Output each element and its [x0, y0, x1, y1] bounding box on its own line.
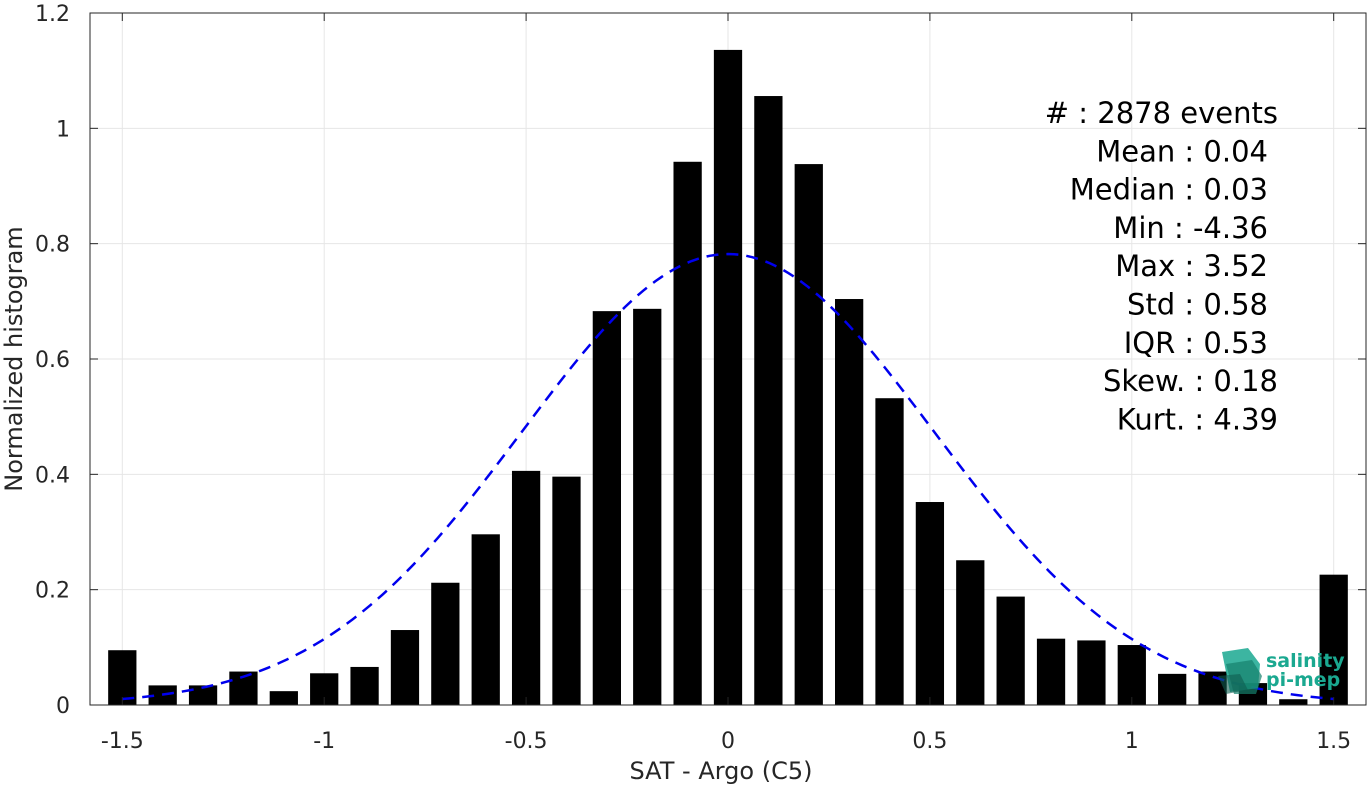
logo-text-line1: salinity: [1266, 650, 1345, 672]
histogram-bar: [713, 49, 743, 705]
stat-line: IQR : 0.53: [1124, 326, 1268, 360]
histogram-bar: [1036, 638, 1066, 705]
histogram-bar: [875, 398, 904, 705]
histogram-bar: [754, 96, 783, 706]
y-tick-label: 1: [56, 117, 70, 142]
y-tick-label: 0.8: [35, 233, 70, 258]
x-tick-label: 0.5: [912, 729, 947, 754]
histogram-bar: [269, 691, 298, 705]
histogram-bar: [1279, 699, 1308, 705]
logo-text-line2: pi-mep: [1266, 669, 1340, 691]
histogram-bar: [835, 299, 864, 705]
histogram-bar: [471, 534, 500, 705]
x-tick-label: 1.5: [1316, 729, 1351, 754]
stat-line: Std : 0.58: [1127, 288, 1268, 322]
wave-logo-icon: [1218, 648, 1262, 694]
histogram-bar: [108, 650, 137, 705]
stat-line: Mean : 0.04: [1096, 134, 1268, 168]
x-tick-label: 0: [721, 729, 735, 754]
stat-line: Skew. : 0.18: [1103, 364, 1278, 398]
histogram-bar: [673, 161, 702, 705]
y-axis-label: Normalized histogram: [0, 226, 28, 491]
y-tick-label: 0: [56, 694, 70, 719]
salinity-pi-mep-logo: salinity pi-mep: [1218, 648, 1345, 694]
histogram-bar: [633, 308, 662, 705]
histogram-bar: [956, 560, 985, 705]
histogram-bar: [511, 470, 541, 705]
x-axis-label: SAT - Argo (C5): [630, 757, 813, 785]
y-tick-label: 0.2: [35, 579, 70, 604]
stat-line: Kurt. : 4.39: [1117, 402, 1278, 436]
histogram-bar: [1117, 645, 1146, 705]
x-tick-label: 1: [1125, 729, 1139, 754]
gaussian-fit-curve: [122, 252, 1334, 701]
histogram-bars: [108, 49, 1348, 706]
y-tick-label: 0.6: [35, 348, 70, 373]
statistics-annotation: # : 2878 events Mean : 0.04 Median : 0.03 M…: [1045, 96, 1278, 436]
stat-line: Min : -4.36: [1113, 211, 1268, 245]
histogram-bar: [1319, 574, 1348, 705]
stat-line: # : 2878 events: [1045, 96, 1278, 130]
histogram-bar: [350, 666, 379, 705]
x-axis-ticks: -1.5 -1 -0.5 0 0.5 1 1.5: [101, 13, 1351, 754]
histogram-bar: [915, 502, 945, 705]
x-tick-label: -1.5: [101, 729, 144, 754]
stat-line: Max : 3.52: [1115, 249, 1268, 283]
x-tick-label: -0.5: [505, 729, 548, 754]
histogram-bar: [1158, 673, 1187, 705]
histogram-bar: [996, 596, 1025, 705]
histogram-bar: [592, 311, 621, 705]
histogram-bar: [1077, 640, 1106, 705]
stat-line: Median : 0.03: [1070, 173, 1268, 207]
y-tick-label: 1.2: [35, 2, 70, 27]
histogram-bar: [794, 164, 823, 705]
y-tick-label: 0.4: [35, 463, 70, 488]
y-axis-ticks: 0 0.2 0.4 0.6 0.8 1 1.2: [35, 2, 1366, 719]
histogram-bar: [188, 685, 218, 705]
x-tick-label: -1: [313, 729, 335, 754]
histogram-bar: [431, 582, 460, 705]
histogram-bar: [552, 476, 581, 705]
histogram-bar: [390, 630, 420, 705]
